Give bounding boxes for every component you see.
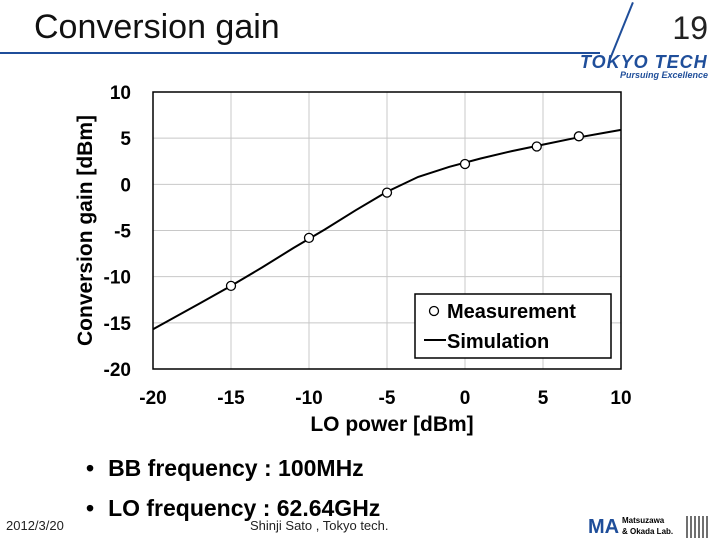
x-tick-label: -15 — [217, 388, 245, 409]
measurement-point — [531, 141, 542, 152]
legend-box — [414, 293, 612, 359]
plot-frame — [152, 91, 622, 370]
simulation-line — [152, 128, 622, 331]
lab-logo: MA Matsuzawa & Okada Lab. — [588, 514, 716, 540]
lab-logo-grid — [686, 516, 708, 538]
x-axis-label: LO power [dBm] — [310, 413, 473, 436]
legend-simulation-label: Simulation — [447, 331, 549, 353]
slide-number: 19 — [672, 10, 708, 46]
slide-title: Conversion gain — [34, 8, 280, 46]
tokyo-tech-logo: TOKYO TECH — [580, 52, 708, 72]
measurement-point — [303, 232, 315, 244]
y-tick-label: 0 — [120, 175, 131, 196]
lab-logo-line-1: Matsuzawa — [622, 516, 665, 525]
conversion-gain-chart: -20 -15 -10 -5 0 5 10 10 5 0 -5 -10 -15 -20 LO power [… — [74, 83, 632, 436]
x-tick-label: 10 — [610, 388, 631, 409]
x-tick-label: 5 — [538, 388, 549, 409]
bullet-lo-frequency: LO frequency : 62.64GHz — [86, 488, 380, 528]
logo-tagline: Pursuing Excellence — [620, 70, 709, 80]
legend-measurement-label: Measurement — [447, 301, 576, 323]
legend-measurement-marker — [428, 305, 440, 317]
bullet-bb-frequency: BB frequency : 100MHz — [86, 448, 380, 488]
footer-author: Shinji Sato , Tokyo tech. — [250, 518, 389, 533]
lab-logo-mark: MA — [588, 516, 620, 538]
y-tick-label: 5 — [120, 129, 131, 150]
lab-logo-line-2: & Okada Lab. — [622, 527, 674, 536]
y-tick-label: -20 — [104, 360, 131, 381]
header-divider — [0, 52, 600, 54]
measurement-point — [459, 158, 471, 170]
y-tick-label: 10 — [110, 83, 131, 104]
x-tick-label: -5 — [379, 388, 396, 409]
footer-date: 2012/3/20 — [6, 518, 64, 533]
y-tick-label: -15 — [104, 314, 132, 335]
lab-logo-text: Matsuzawa & Okada Lab. — [622, 515, 673, 537]
y-axis-label: Conversion gain [dBm] — [74, 115, 97, 346]
x-tick-label: -20 — [139, 388, 166, 409]
bullet-list: BB frequency : 100MHz LO frequency : 62.… — [86, 448, 380, 528]
x-tick-label: 0 — [460, 388, 471, 409]
measurement-point — [573, 131, 585, 142]
y-tick-label: -5 — [114, 222, 131, 243]
measurement-point — [381, 187, 393, 198]
measurement-point — [225, 280, 237, 292]
x-tick-label: -10 — [295, 388, 322, 409]
y-tick-label: -10 — [104, 268, 131, 289]
